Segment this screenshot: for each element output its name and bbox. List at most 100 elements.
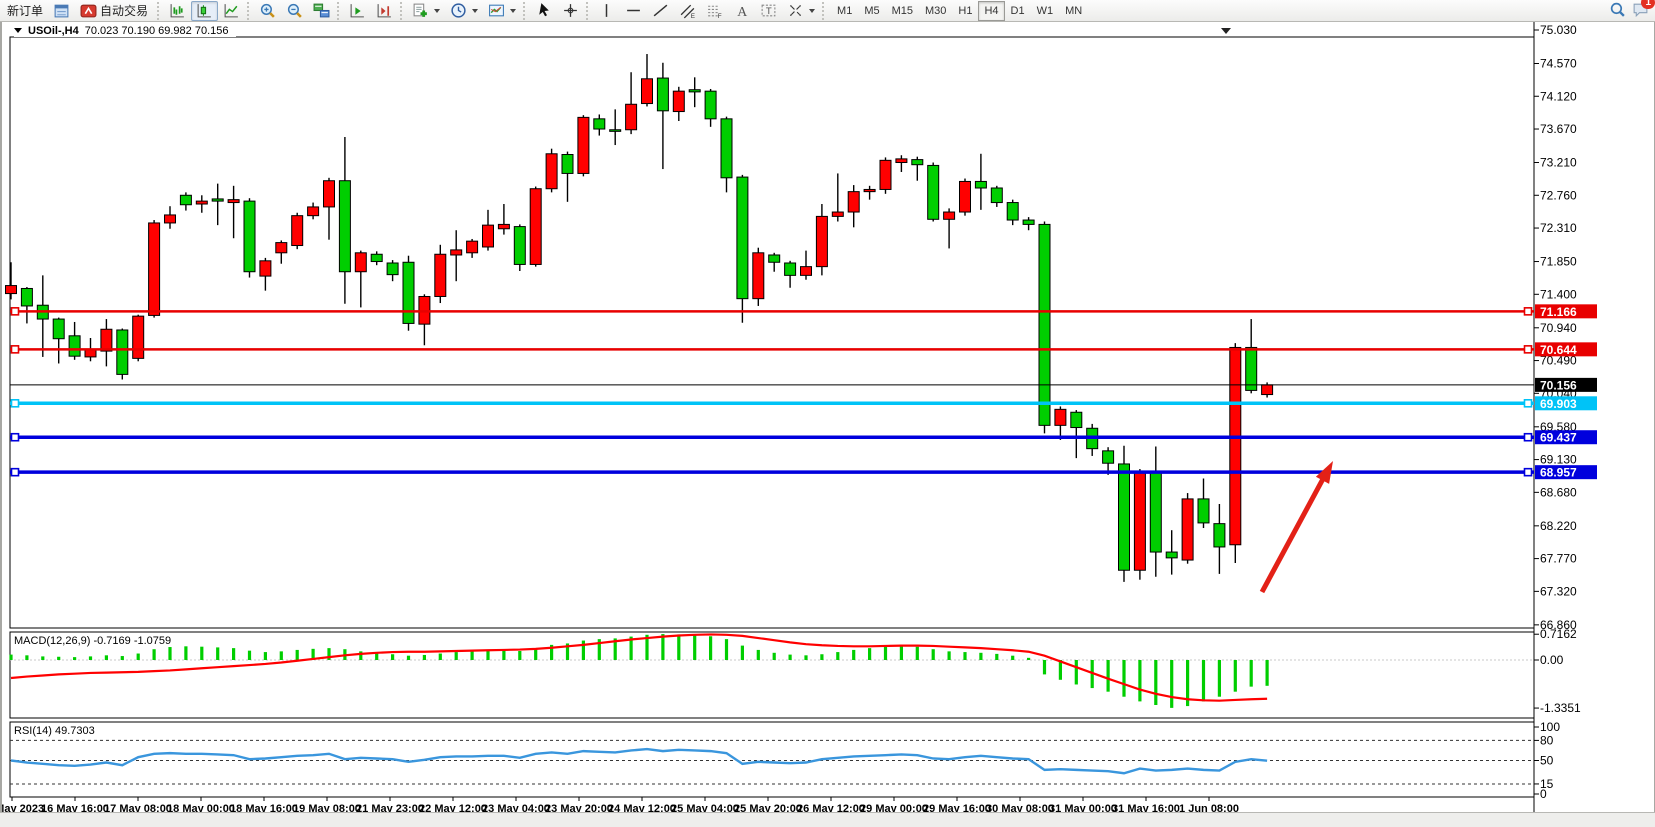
timeframe-m30-button[interactable]: M30 — [925, 4, 947, 17]
crosshair-button[interactable] — [557, 1, 584, 21]
line-handle[interactable] — [1523, 432, 1533, 442]
text-label-button[interactable]: T — [755, 1, 782, 21]
candle-body — [100, 328, 113, 352]
candle-body — [656, 77, 669, 112]
price-badge-label: 69.903 — [1540, 397, 1577, 411]
vertical-line-button[interactable] — [593, 1, 620, 21]
period-button[interactable] — [445, 1, 483, 21]
data-window-button[interactable] — [48, 1, 75, 21]
cursor-button[interactable] — [530, 1, 557, 21]
dropdown-caret-icon[interactable] — [510, 8, 517, 13]
price-badge-label: 70.156 — [1540, 378, 1577, 392]
main-pane — [9, 36, 1535, 629]
line-handle[interactable] — [1523, 398, 1533, 408]
candle-body — [20, 287, 33, 307]
timeframe-m1-button[interactable]: M1 — [837, 4, 853, 17]
toolbar-separator — [523, 1, 528, 20]
timeframe-w1-button[interactable]: W1 — [1036, 4, 1054, 17]
candle-body — [593, 118, 606, 130]
chart-canvas[interactable]: MACD(12,26,9) -0.7169 -1.0759 RSI(14) 49.… — [2, 22, 1655, 812]
price-badge — [1535, 342, 1597, 357]
fibonacci-button[interactable]: F — [701, 1, 728, 21]
arrow-annotation-head[interactable] — [1315, 461, 1333, 484]
timeframe-h1-button[interactable]: H1 — [958, 4, 973, 17]
price-tick-label: 74.570 — [1540, 56, 1577, 70]
horizontal-line-button[interactable] — [620, 1, 647, 21]
text-icon: A — [733, 2, 750, 19]
macd-tick-label: 0.7162 — [1540, 627, 1577, 641]
chart-shift-marker — [1221, 28, 1231, 34]
bar-chart-button[interactable] — [164, 1, 191, 21]
arrow-annotation[interactable] — [1259, 475, 1327, 594]
zoom-in-button[interactable] — [254, 1, 281, 21]
auto-scroll-button[interactable] — [344, 1, 371, 21]
timeframe-mn-button[interactable]: MN — [1065, 4, 1083, 17]
candle-body — [402, 261, 415, 324]
time-tick-label: 31 May 00:00 — [1049, 803, 1117, 812]
autotrade-button[interactable]: 自动交易 — [75, 1, 153, 21]
fibonacci-icon: F — [706, 2, 723, 20]
autotrade-icon — [80, 2, 97, 19]
time-tick-label: 23 May 04:00 — [482, 803, 550, 812]
horizontal-line-icon — [625, 2, 642, 19]
timeframe-m5-button[interactable]: M5 — [864, 4, 880, 17]
chart-shift-icon — [376, 2, 393, 19]
timeframe-h4-button[interactable]: H4 — [978, 0, 1005, 21]
chart-symbol-period: USOil-,H4 — [28, 24, 79, 37]
price-badge — [1535, 396, 1597, 411]
candle-body — [1181, 498, 1194, 561]
zoom-out-button[interactable] — [281, 1, 308, 21]
line-handle[interactable] — [10, 307, 20, 316]
dropdown-caret-icon[interactable] — [472, 8, 479, 13]
chart-window[interactable]: USOil-,H4 70.023 70.190 69.982 70.156 MA… — [0, 22, 1655, 812]
equidistant-channel-button[interactable]: E — [674, 1, 701, 21]
candle-body — [1165, 551, 1178, 559]
template-button[interactable] — [483, 1, 521, 21]
price-tick-label: 68.220 — [1540, 519, 1577, 533]
bar-chart-icon — [169, 2, 186, 19]
candle-body — [815, 215, 828, 268]
price-tick-label: 67.320 — [1540, 584, 1577, 598]
timeframe-group: M1 M5 M15 M30 H1 H4 D1 W1 MN — [829, 0, 1090, 22]
line-chart-button[interactable] — [218, 1, 245, 21]
line-handle[interactable] — [1523, 345, 1533, 354]
price-tick-label: 72.760 — [1540, 188, 1577, 202]
candle-body — [831, 211, 844, 217]
new-chart-button[interactable] — [407, 1, 445, 21]
candle-body — [768, 254, 781, 263]
dropdown-caret-icon[interactable] — [434, 8, 441, 13]
candle-body — [132, 315, 145, 359]
candle-body — [68, 335, 81, 357]
price-badge-label: 68.957 — [1540, 466, 1577, 480]
timeframe-m15-button[interactable]: M15 — [891, 4, 913, 17]
text-button[interactable]: A — [728, 1, 755, 21]
candle-body — [386, 262, 399, 276]
rsi-tick-label: 15 — [1540, 777, 1554, 791]
trendline-button[interactable] — [647, 1, 674, 21]
line-handle[interactable] — [10, 345, 20, 354]
line-handle[interactable] — [10, 432, 20, 442]
chat-button[interactable]: 1 — [1632, 0, 1655, 21]
arrows-button[interactable] — [782, 1, 820, 21]
chart-shift-button[interactable] — [371, 1, 398, 21]
search-button[interactable] — [1609, 1, 1626, 21]
price-tick-label: 71.850 — [1540, 255, 1577, 269]
candle-body — [1070, 411, 1083, 429]
time-tick-label: 22 May 12:00 — [419, 803, 487, 812]
candlestick-button[interactable] — [191, 0, 219, 21]
candle-body — [338, 180, 351, 273]
new-order-button[interactable]: 新订单 — [2, 1, 48, 21]
line-chart-icon — [223, 2, 240, 19]
candle-body — [5, 285, 17, 295]
time-tick-label: 23 May 20:00 — [545, 803, 613, 812]
chevron-down-icon[interactable] — [14, 28, 22, 33]
line-handle[interactable] — [1523, 467, 1533, 477]
dropdown-caret-icon[interactable] — [809, 8, 816, 13]
line-handle[interactable] — [10, 467, 20, 477]
toolbar-separator — [822, 1, 827, 20]
timeframe-d1-button[interactable]: D1 — [1010, 4, 1025, 17]
line-handle[interactable] — [1523, 307, 1533, 316]
period-icon — [450, 2, 467, 19]
tile-windows-button[interactable] — [308, 1, 335, 21]
line-handle[interactable] — [10, 398, 20, 408]
